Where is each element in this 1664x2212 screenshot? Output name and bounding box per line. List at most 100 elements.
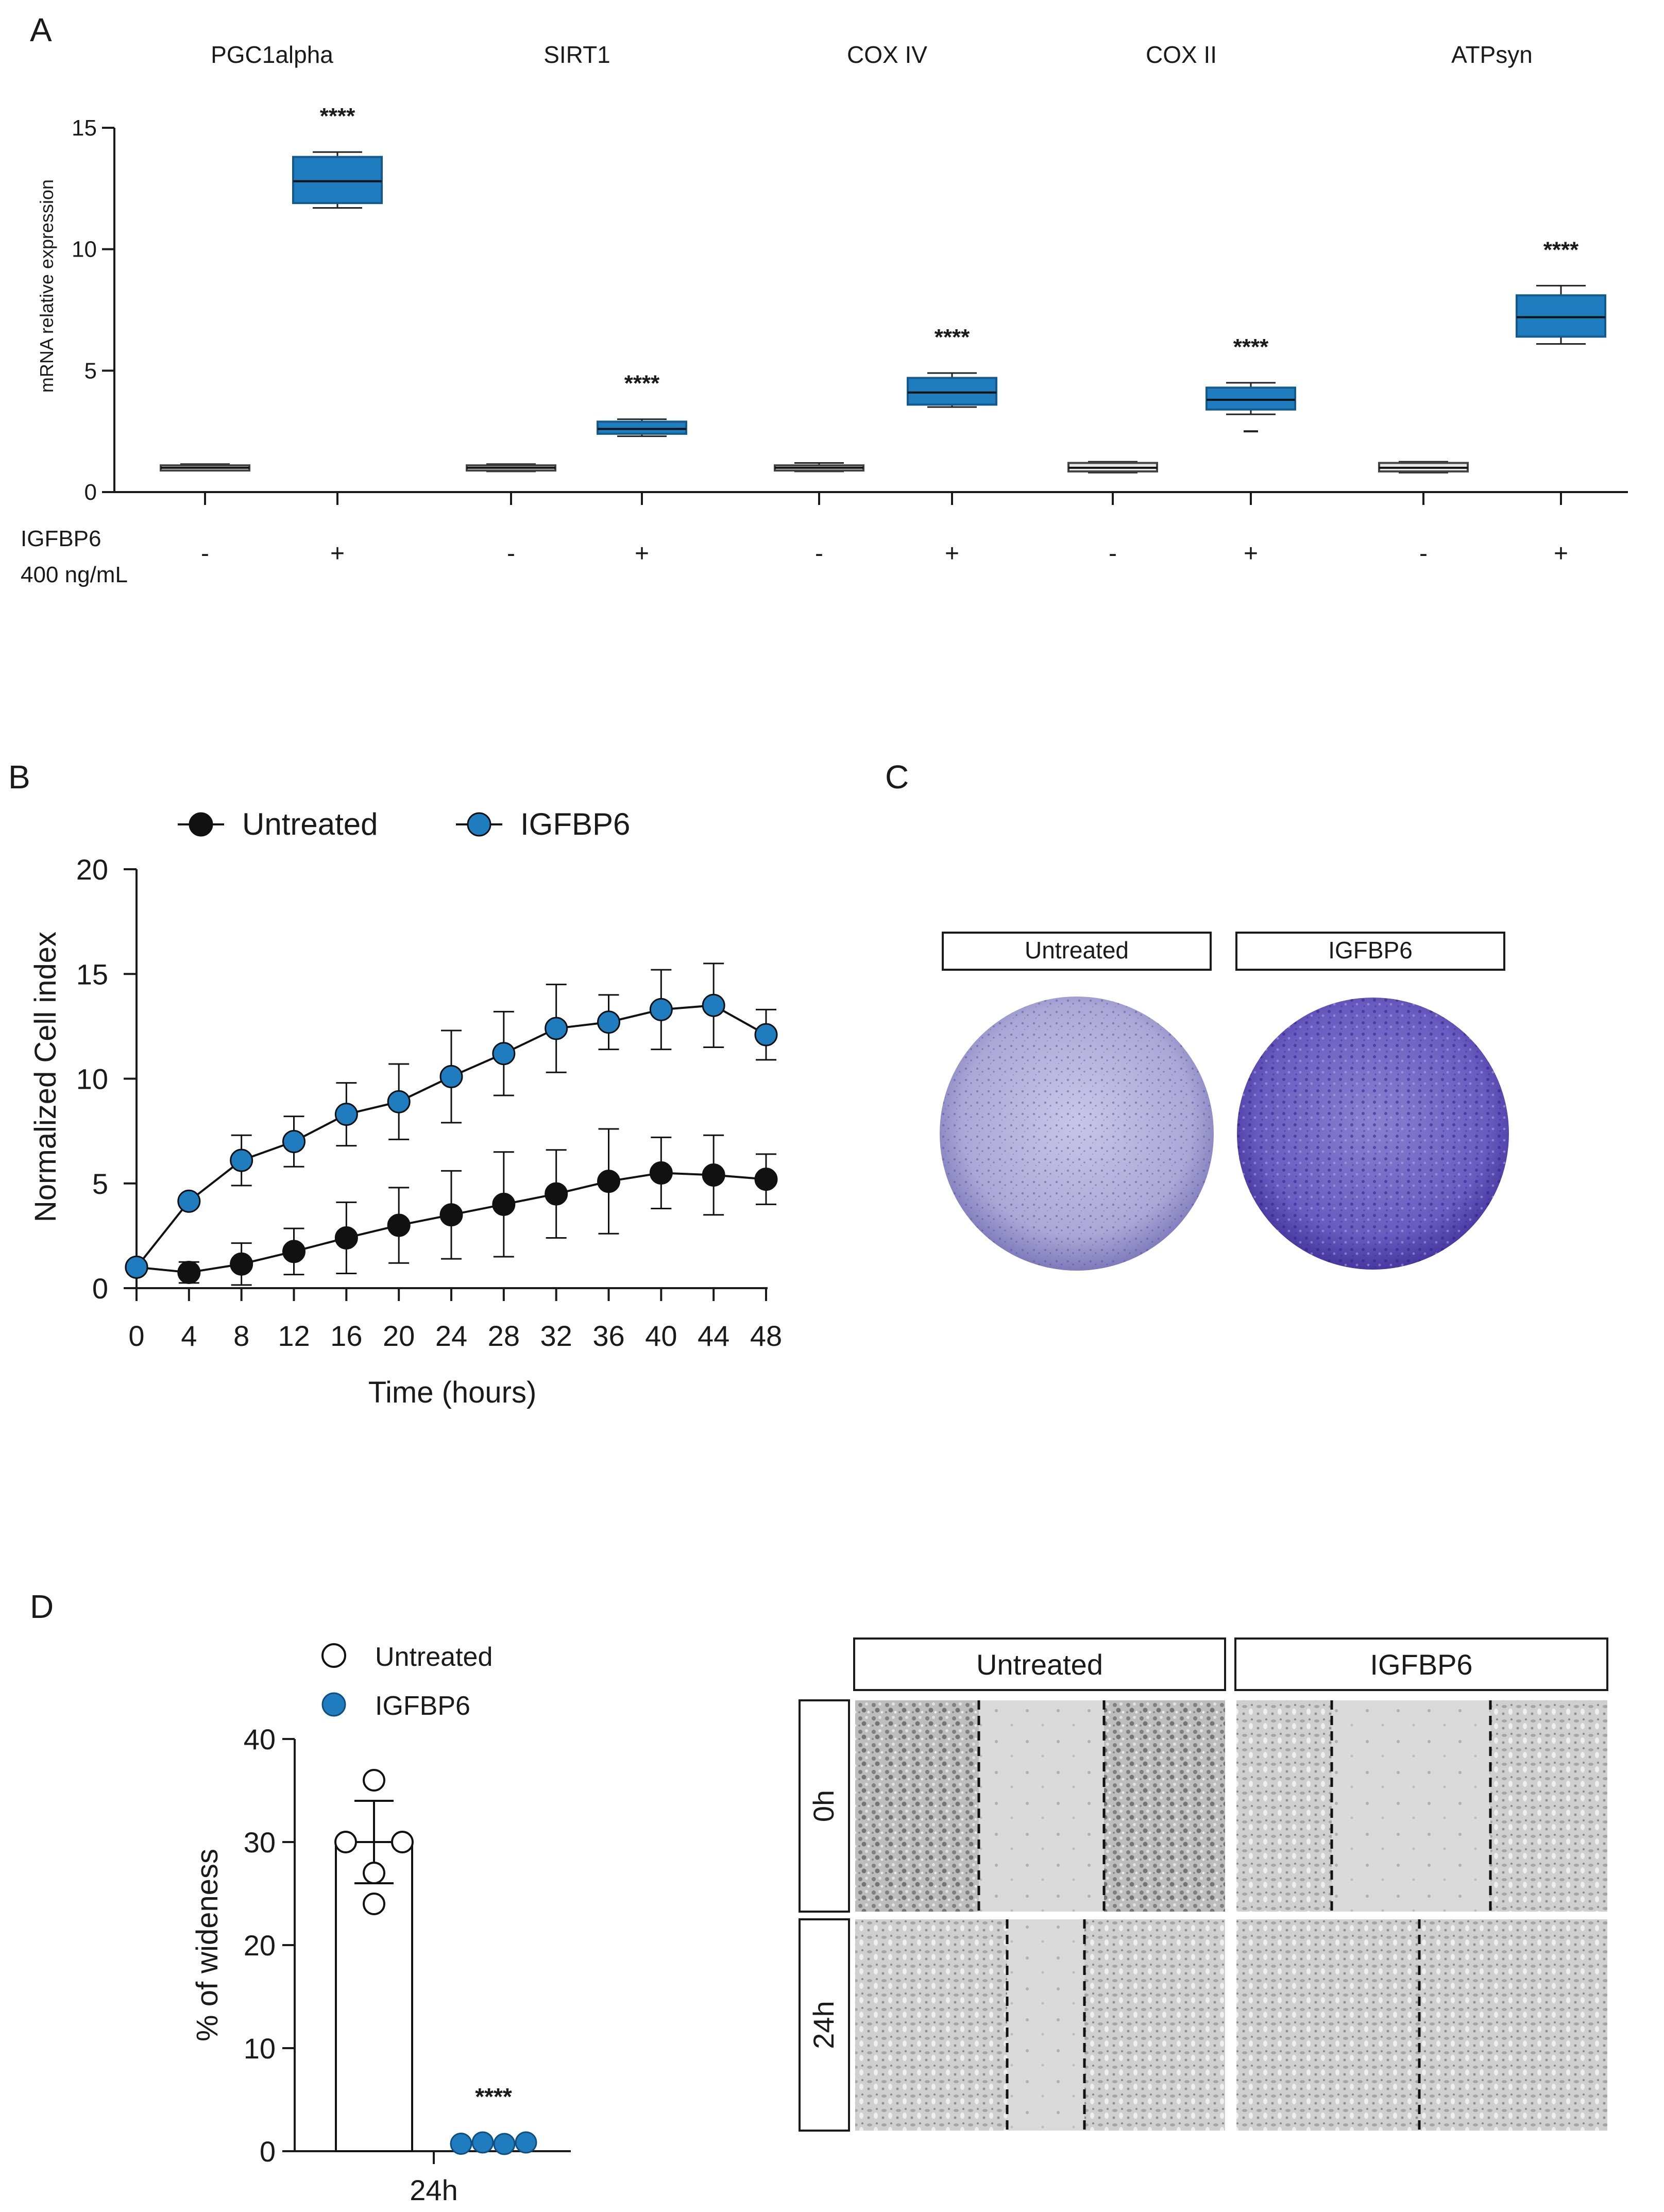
panel-d-y-tick-label: 0	[260, 2135, 276, 2168]
panel-d-point-untreated	[334, 1831, 357, 1853]
panel-b-x-tick-label: 40	[645, 1320, 677, 1352]
panel-b-x-tick-label: 16	[330, 1320, 362, 1352]
panel-a-row-label-1: IGFBP6	[21, 526, 101, 551]
panel-b-x-tick-label: 24	[435, 1320, 467, 1352]
panel-b-legend-label: Untreated	[242, 807, 378, 841]
panel-b-point-0	[754, 1168, 778, 1191]
panel-a-significance: ****	[320, 104, 355, 129]
panel-b-point-0	[387, 1213, 411, 1237]
panel-c-stained-dishes: Untreated IGFBP6	[940, 932, 1509, 1271]
panel-d-image-igfbp6-0h	[1236, 1700, 1607, 1912]
panel-a-y-tick-label: 0	[84, 480, 97, 505]
panel-c-label-card-untreated	[942, 932, 1212, 971]
panel-b-point-1	[439, 1065, 463, 1088]
panel-b-point-0	[439, 1203, 463, 1227]
panel-b-point-0	[177, 1261, 201, 1285]
panel-a-condition-label: -	[815, 540, 823, 567]
panel-b-point-1	[754, 1023, 778, 1046]
panel-b-point-0	[597, 1170, 620, 1193]
panel-b-point-0	[649, 1161, 673, 1185]
panel-a-significance: ****	[624, 371, 660, 396]
panel-b-point-1	[387, 1090, 411, 1113]
panel-b-point-1	[282, 1129, 305, 1153]
panel-d-row-label-0h: 0h	[807, 1790, 840, 1822]
panel-b-point-1	[702, 993, 725, 1017]
panel-b-point-1	[492, 1042, 516, 1066]
panel-d-point-igfbp6	[493, 2133, 516, 2155]
panel-d-bar-chart: Untreated IGFBP6 0 10 20 30 40 24h **** % of w…	[191, 1642, 571, 2206]
panel-a-significance: ****	[935, 325, 970, 350]
panel-b-x-tick-label: 36	[592, 1320, 624, 1352]
panel-d-legend-marker-igfbp6	[321, 1692, 346, 1717]
panel-d-col-label-igfbp6: IGFBP6	[1370, 1648, 1472, 1681]
panel-b-point-0	[545, 1182, 568, 1206]
panel-a-y-tick-label: 5	[84, 358, 97, 383]
panel-b-x-label: Time (hours)	[368, 1376, 537, 1409]
panel-d-legend-marker-untreated	[321, 1643, 346, 1668]
panel-d-significance: ****	[475, 2083, 512, 2110]
panel-b-x-tick-label: 0	[128, 1320, 144, 1352]
panel-d-row-label-24h: 24h	[807, 2001, 840, 2049]
panel-b-point-1	[649, 998, 673, 1021]
panel-a-condition-label: -	[1419, 540, 1428, 567]
panel-a-row-label-2: 400 ng/mL	[21, 562, 128, 587]
panel-a-box	[907, 377, 997, 406]
panel-d-image-untreated-24h	[855, 1919, 1225, 2131]
panel-a-significance: ****	[1543, 237, 1579, 262]
panel-b-point-1	[597, 1010, 620, 1034]
panel-letter-b: B	[8, 758, 30, 796]
panel-d-col-label-untreated: Untreated	[976, 1648, 1103, 1681]
panel-b-x-tick-label: 28	[488, 1320, 520, 1352]
panel-c-dish-untreated-texture	[940, 997, 1214, 1271]
panel-a-condition-label: -	[1109, 540, 1117, 567]
panel-a-gene-label: COX IV	[847, 41, 927, 68]
panel-c-label-untreated: Untreated	[1025, 937, 1129, 964]
panel-letter-d: D	[30, 1588, 54, 1625]
panel-a-significance: ****	[1233, 334, 1269, 360]
panel-a-condition-label: +	[945, 540, 959, 567]
panel-b-y-label: Normalized Cell index	[29, 932, 62, 1222]
panel-b-x-tick-label: 8	[233, 1320, 249, 1352]
panel-d-bar-untreated	[335, 1841, 413, 2152]
panel-b-x-tick-label: 12	[278, 1320, 310, 1352]
panel-a-box	[597, 420, 687, 435]
panel-a-condition-label: +	[1554, 540, 1568, 567]
panel-b-point-0	[334, 1226, 358, 1249]
panel-b-point-1	[230, 1149, 253, 1172]
panel-b-point-0	[282, 1240, 305, 1263]
panel-b-point-1	[125, 1255, 148, 1279]
panel-b-y-tick-label: 20	[76, 853, 108, 886]
panel-b-point-1	[545, 1017, 568, 1040]
panel-b-point-1	[334, 1103, 358, 1126]
panel-d-x-tick-label: 24h	[410, 2174, 457, 2206]
panel-a-condition-label: +	[330, 540, 345, 567]
panel-d-point-igfbp6	[450, 2133, 472, 2155]
panel-d-row-card-0h	[799, 1699, 850, 1913]
panel-d-y-tick-label: 20	[244, 1929, 276, 1962]
panel-a-condition-label: -	[201, 540, 209, 567]
panel-d-point-untreated	[363, 1893, 385, 1915]
panel-d-y-tick-label: 40	[244, 1723, 276, 1755]
panel-d-image-untreated-0h	[855, 1700, 1225, 1912]
panel-b-legend-label: IGFBP6	[520, 807, 630, 841]
panel-a-condition-label: +	[1244, 540, 1258, 567]
panel-letter-c: C	[885, 758, 909, 796]
panel-d-scratch-assay: Untreated IGFBP6 0h 24h	[799, 1637, 1608, 2132]
panel-a-box	[1205, 386, 1296, 411]
panel-d-y-tick-label: 30	[244, 1826, 276, 1859]
panel-a-box	[292, 156, 383, 205]
panel-b-point-0	[702, 1163, 725, 1187]
panel-d-col-card-untreated	[853, 1637, 1226, 1691]
panel-b-y-tick-label: 15	[76, 958, 108, 990]
panel-d-row-card-24h	[799, 1918, 850, 2132]
panel-b-y-tick-label: 10	[76, 1063, 108, 1095]
panel-d-image-igfbp6-24h	[1236, 1919, 1607, 2131]
panel-d-col-card-igfbp6	[1234, 1637, 1608, 1691]
panel-a-gene-label: COX II	[1146, 41, 1217, 68]
panel-a-condition-label: -	[507, 540, 515, 567]
panel-b-x-tick-label: 32	[540, 1320, 572, 1352]
panel-d-point-untreated	[363, 1769, 385, 1792]
panel-d-point-igfbp6	[471, 2131, 494, 2154]
